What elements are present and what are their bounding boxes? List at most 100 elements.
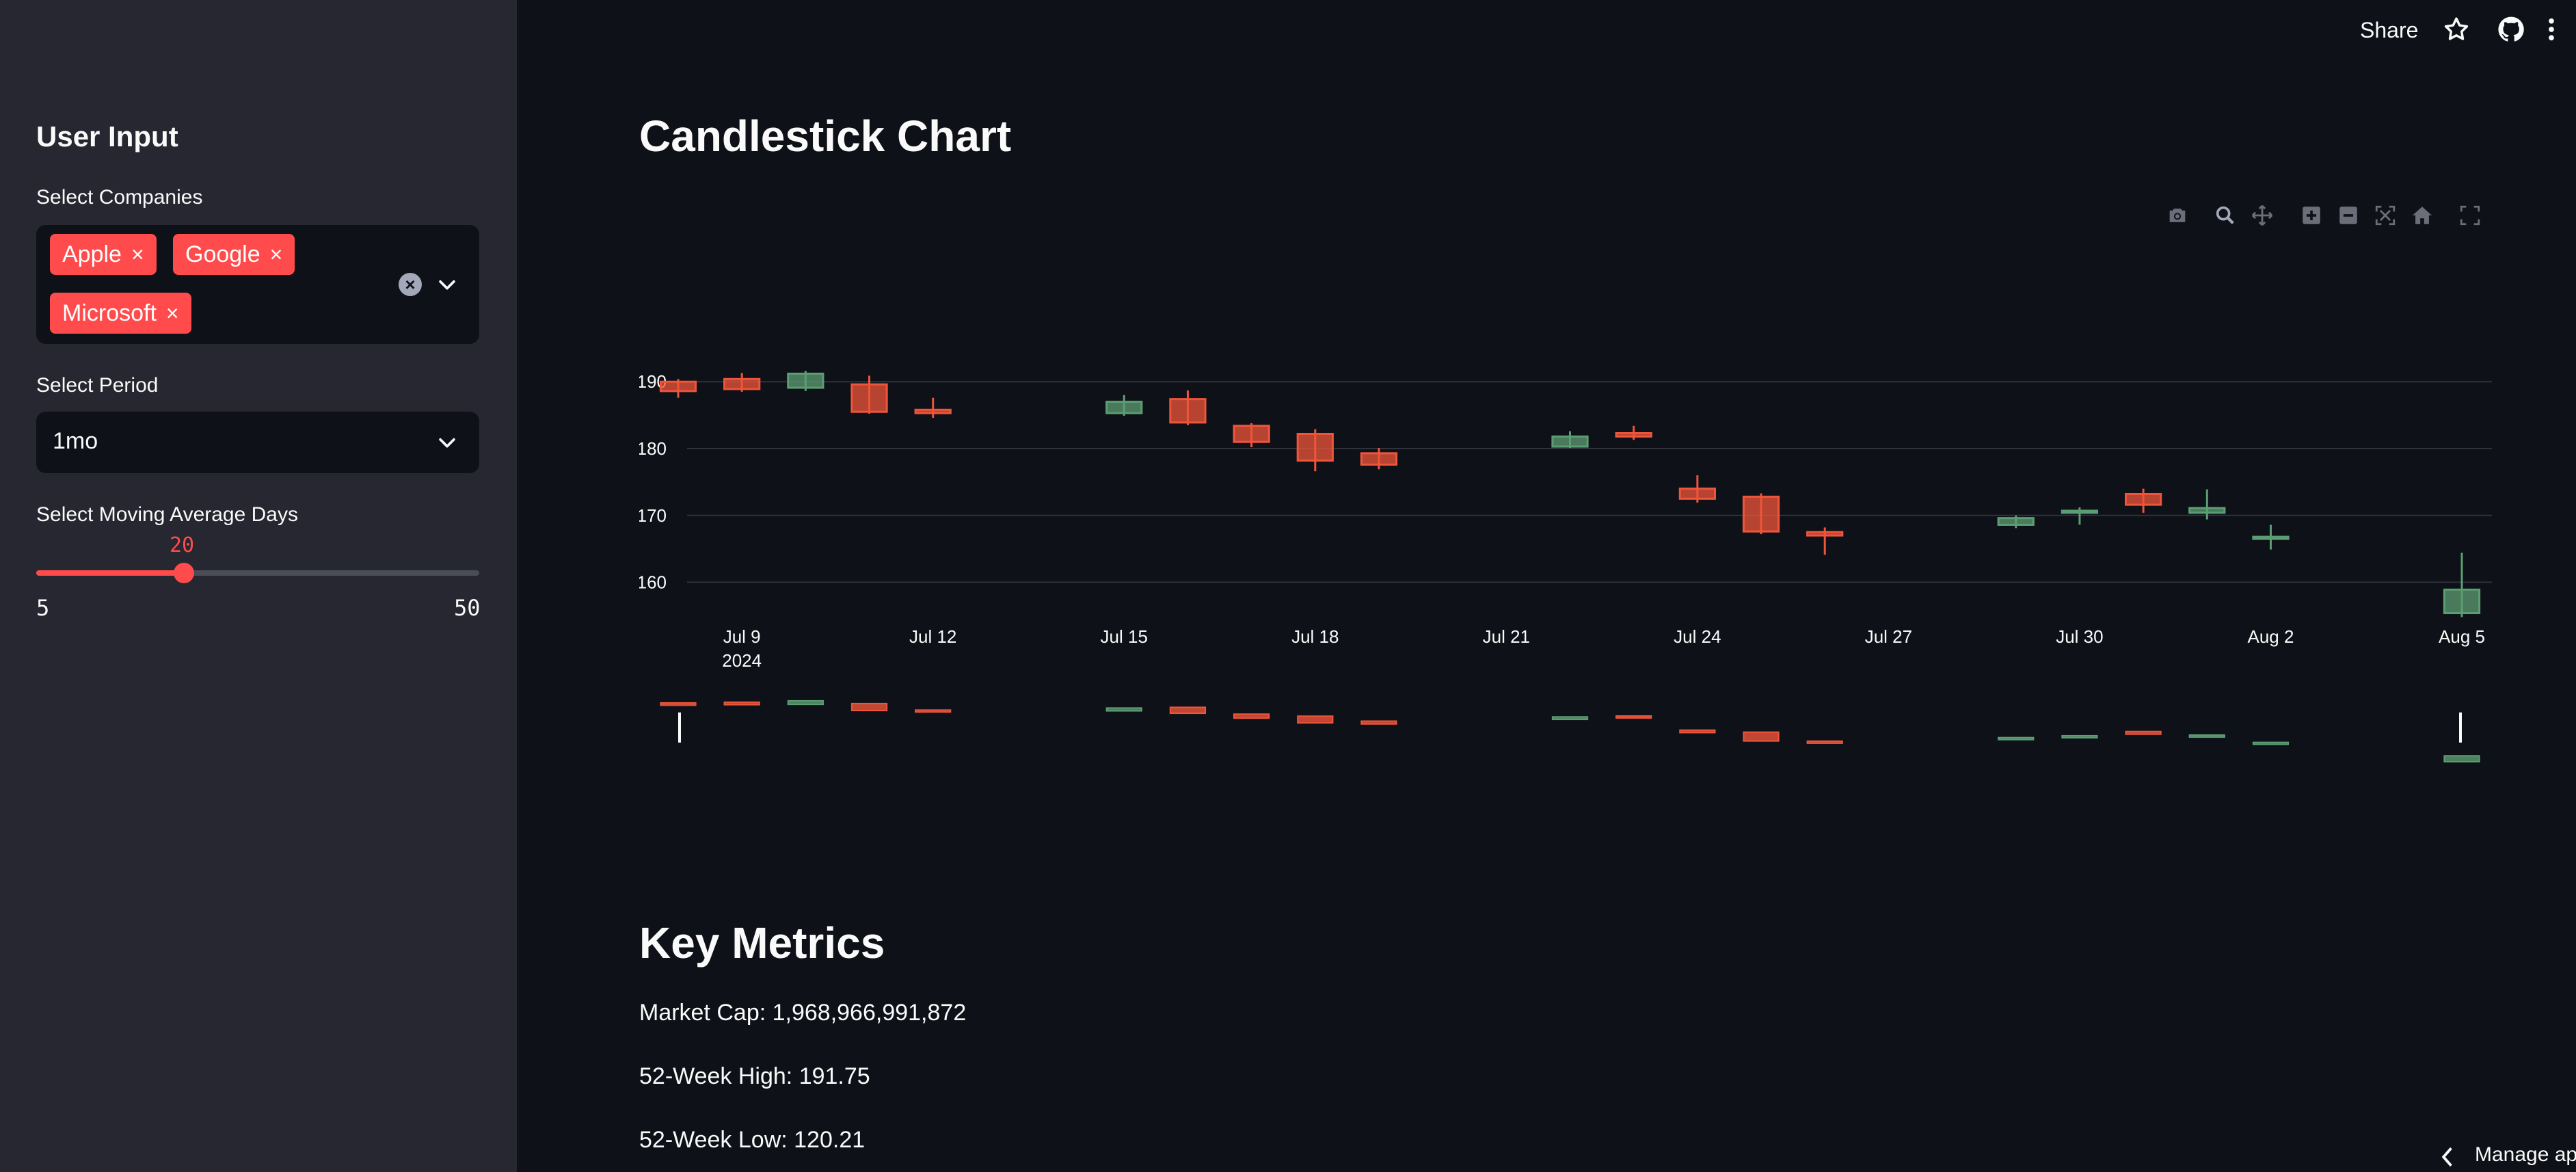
range-slider-candle bbox=[2125, 730, 2162, 735]
x-tick-label: Aug 2 bbox=[2247, 626, 2294, 647]
ma-slider-thumb[interactable] bbox=[173, 563, 194, 583]
company-tag-apple: Apple × bbox=[50, 234, 157, 275]
candle-body bbox=[1233, 425, 1270, 443]
x-tick-label: Jul 15 bbox=[1101, 626, 1148, 647]
range-slider-candle bbox=[1169, 706, 1207, 715]
ma-slider[interactable] bbox=[36, 563, 479, 583]
autoscale-icon[interactable] bbox=[2374, 204, 2397, 227]
kebab-menu-icon[interactable] bbox=[2545, 15, 2558, 44]
candle-body bbox=[2188, 507, 2226, 514]
remove-tag-icon[interactable]: × bbox=[131, 242, 144, 267]
x-axis-labels: Jul 9 2024 Jul 12 Jul 15 Jul 18 Jul 21 Jul 24 J… bbox=[722, 626, 2485, 671]
pan-icon[interactable] bbox=[2251, 204, 2274, 227]
range-slider-candle bbox=[787, 700, 824, 706]
x-tick-label: Jul 18 bbox=[1291, 626, 1339, 647]
x-tick-label: Jul 24 bbox=[1674, 626, 1721, 647]
remove-tag-icon[interactable]: × bbox=[269, 242, 283, 267]
range-slider-candle bbox=[1297, 715, 1334, 724]
candle-body bbox=[1105, 401, 1143, 414]
range-slider-candle bbox=[1360, 720, 1397, 725]
period-select[interactable]: 1mo bbox=[36, 412, 479, 473]
chart-grid bbox=[687, 381, 2492, 583]
ma-days-label: Select Moving Average Days bbox=[36, 503, 298, 526]
companies-multiselect[interactable]: Apple × Google × Microsoft × × bbox=[36, 225, 479, 344]
candles bbox=[659, 371, 2481, 617]
range-slider-candle bbox=[1998, 736, 2035, 741]
candle-body bbox=[1551, 435, 1589, 448]
chart-heading: Candlestick Chart bbox=[639, 111, 1012, 161]
range-slider-candle bbox=[915, 709, 952, 713]
companies-label: Select Companies bbox=[36, 186, 203, 209]
ma-slider-fill bbox=[36, 570, 184, 576]
clear-all-icon[interactable]: × bbox=[399, 273, 422, 296]
sidebar: User Input Select Companies Apple × Googl… bbox=[0, 0, 517, 1172]
market-cap: Market Cap: 1,968,966,991,872 bbox=[639, 1000, 967, 1026]
zoom-in-icon[interactable] bbox=[2300, 204, 2323, 227]
candle-body bbox=[1806, 531, 1844, 537]
star-icon[interactable] bbox=[2442, 15, 2471, 44]
ma-slider-min: 5 bbox=[36, 595, 50, 621]
zoom-icon[interactable] bbox=[2214, 204, 2237, 227]
chevron-down-icon[interactable] bbox=[435, 273, 459, 296]
x-tick-label: Jul 21 bbox=[1483, 626, 1530, 647]
remove-tag-icon[interactable]: × bbox=[165, 301, 179, 325]
period-value: 1mo bbox=[53, 428, 98, 454]
y-tick-label: 180 bbox=[639, 438, 667, 459]
y-tick-label: 160 bbox=[639, 572, 667, 593]
candle-body bbox=[914, 408, 952, 414]
tag-label: Microsoft bbox=[62, 300, 157, 326]
manage-app-button[interactable]: Manage ap bbox=[2475, 1143, 2576, 1166]
range-slider-handle-left bbox=[678, 712, 681, 743]
range-slider bbox=[660, 700, 2480, 763]
x-tick-label: Aug 5 bbox=[2439, 626, 2485, 647]
company-tag-microsoft: Microsoft × bbox=[50, 293, 191, 334]
range-slider-handle-right bbox=[2459, 712, 2462, 743]
chevron-down-icon[interactable] bbox=[435, 431, 459, 454]
x-tick-label: Jul 27 bbox=[1865, 626, 1912, 647]
range-slider-candle bbox=[1679, 729, 1716, 734]
zoom-out-icon[interactable] bbox=[2337, 204, 2360, 227]
fullscreen-icon[interactable] bbox=[2458, 204, 2482, 227]
range-slider-candle bbox=[2061, 734, 2098, 738]
range-slider-candle bbox=[2252, 741, 2290, 745]
x-tick-label: Jul 12 bbox=[909, 626, 956, 647]
chevron-left-icon[interactable] bbox=[2438, 1146, 2456, 1168]
candle-body bbox=[659, 380, 697, 392]
share-button[interactable]: Share bbox=[2360, 18, 2419, 42]
range-slider-candle bbox=[1551, 716, 1589, 721]
candle-body bbox=[723, 377, 761, 390]
ma-slider-value: 20 bbox=[170, 533, 195, 557]
tag-label: Google bbox=[185, 241, 260, 267]
range-slider-candle bbox=[1806, 740, 1843, 744]
candle-body bbox=[2061, 509, 2099, 514]
52-week-low: 52-Week Low: 120.21 bbox=[639, 1127, 866, 1153]
candle-body bbox=[787, 372, 824, 389]
candle-body bbox=[1296, 432, 1334, 462]
candle-body bbox=[2124, 492, 2162, 506]
x-tick-label: Jul 30 bbox=[2056, 626, 2103, 647]
period-label: Select Period bbox=[36, 374, 159, 397]
candle-body bbox=[2443, 588, 2481, 615]
reset-axes-icon[interactable] bbox=[2411, 204, 2434, 227]
range-slider-candle bbox=[1615, 715, 1652, 719]
camera-icon[interactable] bbox=[2166, 204, 2189, 227]
x-tick-sublabel: 2024 bbox=[722, 650, 762, 671]
range-slider-candle bbox=[723, 701, 760, 706]
candle-body bbox=[850, 383, 888, 413]
x-tick-label: Jul 9 bbox=[723, 626, 761, 647]
metrics-heading: Key Metrics bbox=[639, 918, 885, 968]
range-slider-candle bbox=[2188, 734, 2225, 738]
range-slider-candle bbox=[1233, 713, 1270, 719]
range-slider-candle bbox=[2443, 755, 2480, 763]
52-week-high: 52-Week High: 191.75 bbox=[639, 1063, 870, 1089]
candle-body bbox=[1169, 398, 1207, 424]
candle-body bbox=[2252, 535, 2290, 540]
candle-body bbox=[1678, 488, 1716, 500]
ma-slider-max: 50 bbox=[454, 595, 481, 621]
range-slider-candle bbox=[1743, 731, 1780, 742]
range-slider-candle bbox=[660, 702, 697, 706]
candle-body bbox=[1360, 452, 1398, 466]
github-icon[interactable] bbox=[2497, 15, 2525, 44]
